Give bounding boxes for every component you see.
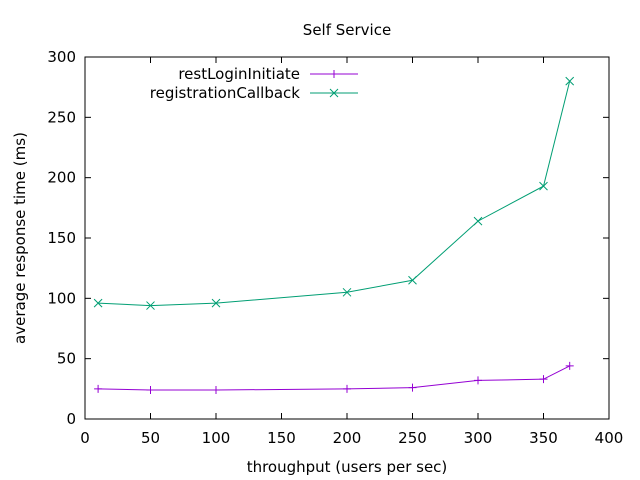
y-tick-label: 300 — [47, 48, 76, 66]
data-point — [565, 361, 574, 370]
series-restLoginInitiate — [94, 361, 574, 395]
series-line — [98, 81, 571, 307]
data-point — [408, 275, 417, 285]
series-line — [98, 365, 570, 391]
y-tick-label: 50 — [57, 350, 76, 368]
data-point — [212, 386, 220, 395]
data-point — [342, 287, 352, 297]
legend-marker — [330, 70, 338, 78]
data-point — [211, 298, 221, 308]
data-point — [94, 384, 103, 393]
series-registrationCallback — [93, 76, 575, 310]
y-tick-label: 200 — [47, 169, 76, 187]
data-point — [539, 181, 548, 191]
y-tick-label: 250 — [47, 108, 76, 126]
data-point — [565, 76, 575, 86]
legend-label: restLoginInitiate — [178, 65, 300, 83]
data-point — [539, 375, 548, 384]
data-point — [473, 216, 483, 226]
y-tick-label: 150 — [47, 229, 76, 247]
y-tick-label: 0 — [66, 410, 76, 428]
x-tick-label: 350 — [529, 429, 558, 447]
data-point — [408, 383, 417, 392]
chart-title: Self Service — [303, 21, 391, 39]
x-tick-label: 200 — [333, 429, 362, 447]
data-point — [93, 298, 103, 308]
data-point — [343, 384, 351, 393]
legend-label: registrationCallback — [150, 84, 301, 102]
x-tick-label: 150 — [267, 429, 296, 447]
plot-border — [84, 56, 610, 420]
data-point — [474, 376, 482, 385]
y-tick-label: 100 — [47, 289, 76, 307]
x-tick-label: 300 — [464, 429, 493, 447]
x-tick-label: 100 — [202, 429, 231, 447]
x-tick-label: 400 — [595, 429, 624, 447]
x-tick-label: 250 — [398, 429, 427, 447]
data-point — [146, 386, 155, 395]
data-point — [146, 301, 155, 310]
x-tick-label: 0 — [80, 429, 90, 447]
x-axis-label: throughput (users per sec) — [247, 458, 448, 476]
legend-marker — [329, 88, 339, 98]
y-axis-label: average response time (ms) — [11, 132, 29, 344]
x-tick-label: 50 — [141, 429, 160, 447]
